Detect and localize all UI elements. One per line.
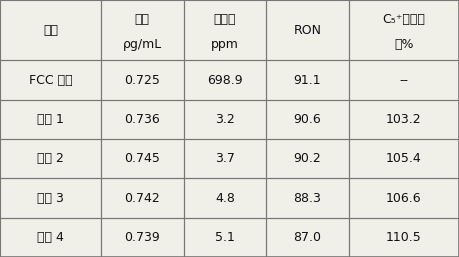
Text: 0.742: 0.742 bbox=[124, 191, 160, 205]
Bar bbox=[349, 0, 459, 60]
Bar bbox=[349, 139, 459, 178]
Bar bbox=[349, 100, 459, 139]
Bar bbox=[184, 139, 266, 178]
Text: 油样 1: 油样 1 bbox=[37, 113, 64, 126]
Text: ppm: ppm bbox=[211, 38, 239, 51]
Bar bbox=[349, 218, 459, 257]
Text: 0.736: 0.736 bbox=[124, 113, 160, 126]
Bar bbox=[184, 60, 266, 100]
Text: RON: RON bbox=[293, 24, 322, 37]
Bar bbox=[101, 178, 184, 218]
Text: 硫含量: 硫含量 bbox=[213, 13, 236, 26]
Bar bbox=[0, 178, 101, 218]
Bar bbox=[266, 0, 349, 60]
Text: 油样 2: 油样 2 bbox=[37, 152, 64, 165]
Text: 项目: 项目 bbox=[43, 24, 58, 37]
Text: 油样 4: 油样 4 bbox=[37, 231, 64, 244]
Bar bbox=[101, 218, 184, 257]
Text: 91.1: 91.1 bbox=[294, 74, 321, 87]
Bar bbox=[184, 218, 266, 257]
Bar bbox=[266, 139, 349, 178]
Text: 密度: 密度 bbox=[135, 13, 150, 26]
Text: 4.8: 4.8 bbox=[215, 191, 235, 205]
Text: 率%: 率% bbox=[394, 38, 414, 51]
Text: 5.1: 5.1 bbox=[215, 231, 235, 244]
Text: 0.739: 0.739 bbox=[124, 231, 160, 244]
Text: 105.4: 105.4 bbox=[386, 152, 422, 165]
Text: 106.6: 106.6 bbox=[386, 191, 422, 205]
Bar bbox=[266, 100, 349, 139]
Bar bbox=[184, 178, 266, 218]
Bar bbox=[266, 60, 349, 100]
Bar bbox=[349, 60, 459, 100]
Text: 3.2: 3.2 bbox=[215, 113, 235, 126]
Text: 油样 3: 油样 3 bbox=[37, 191, 64, 205]
Bar bbox=[349, 178, 459, 218]
Text: 3.7: 3.7 bbox=[215, 152, 235, 165]
Text: 110.5: 110.5 bbox=[386, 231, 422, 244]
Bar bbox=[0, 60, 101, 100]
Bar bbox=[184, 0, 266, 60]
Bar bbox=[101, 100, 184, 139]
Bar bbox=[0, 139, 101, 178]
Bar bbox=[0, 0, 101, 60]
Text: 88.3: 88.3 bbox=[294, 191, 321, 205]
Text: FCC 汽油: FCC 汽油 bbox=[28, 74, 73, 87]
Bar bbox=[101, 60, 184, 100]
Text: 0.725: 0.725 bbox=[124, 74, 160, 87]
Text: 90.2: 90.2 bbox=[294, 152, 321, 165]
Bar bbox=[0, 218, 101, 257]
Bar bbox=[101, 0, 184, 60]
Text: C₅⁺质量收: C₅⁺质量收 bbox=[382, 13, 425, 26]
Bar bbox=[266, 218, 349, 257]
Text: 90.6: 90.6 bbox=[294, 113, 321, 126]
Text: --: -- bbox=[399, 74, 409, 87]
Text: 87.0: 87.0 bbox=[293, 231, 322, 244]
Text: 0.745: 0.745 bbox=[124, 152, 160, 165]
Bar bbox=[266, 178, 349, 218]
Bar bbox=[0, 100, 101, 139]
Bar bbox=[101, 139, 184, 178]
Text: ρg/mL: ρg/mL bbox=[123, 38, 162, 51]
Text: 698.9: 698.9 bbox=[207, 74, 243, 87]
Bar bbox=[184, 100, 266, 139]
Text: 103.2: 103.2 bbox=[386, 113, 422, 126]
